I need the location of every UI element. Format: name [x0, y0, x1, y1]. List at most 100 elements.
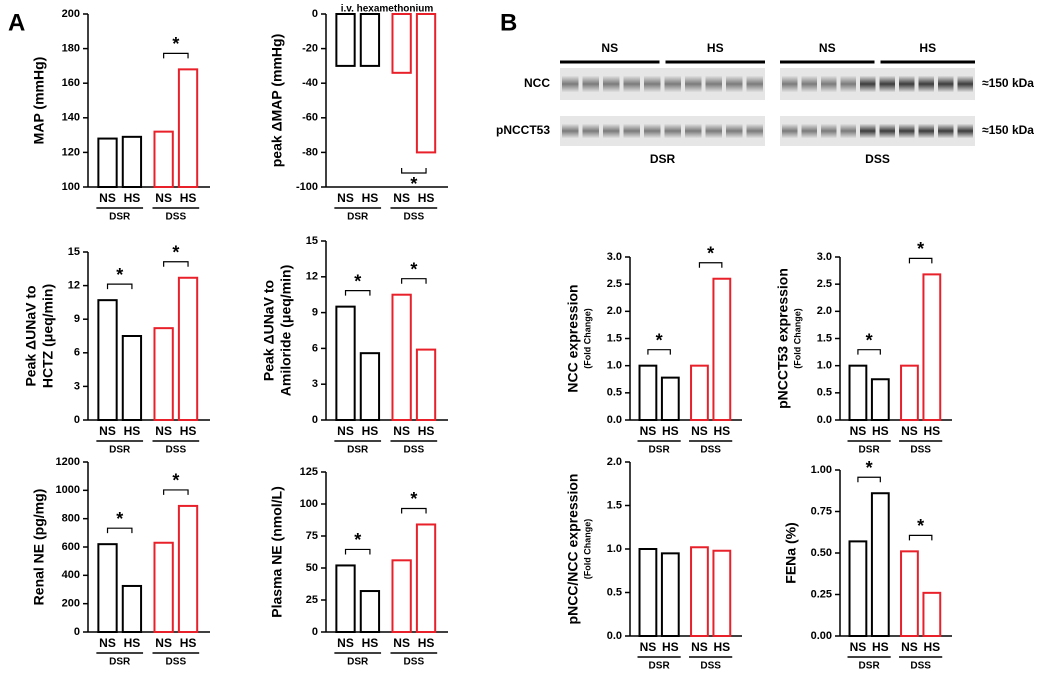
x-tick-label: HS	[180, 424, 197, 438]
group-label: DSR	[859, 661, 881, 672]
y-tick-label: 0.0	[817, 414, 832, 426]
group-label: DSR	[649, 445, 671, 456]
x-tick-label: HS	[924, 640, 941, 654]
x-tick-label: NS	[99, 636, 116, 650]
y-tick-label: 2.5	[607, 278, 622, 290]
y-tick-label: 0.75	[811, 505, 832, 517]
blot-band	[899, 76, 915, 92]
group-label: DSS	[166, 657, 187, 668]
bar	[153, 541, 174, 633]
y-tick-label: -60	[302, 112, 318, 124]
x-tick-label: HS	[418, 191, 435, 205]
x-tick-label: NS	[691, 640, 708, 654]
y-tick-label: 3.0	[607, 251, 622, 263]
y-axis-label: Peak ΔUNaV to	[261, 280, 277, 381]
significance-label: *	[410, 174, 417, 194]
group-label: DSR	[109, 445, 131, 456]
y-tick-label: 2.0	[817, 305, 832, 317]
y-tick-label: 9	[312, 307, 318, 319]
y-tick-label: 0.0	[607, 414, 622, 426]
y-tick-label: 0.5	[607, 586, 622, 598]
y-tick-label: -80	[302, 146, 318, 158]
y-tick-label: 0	[312, 414, 318, 426]
bar	[121, 135, 143, 188]
y-axis-label: pNCC/NCC expression	[565, 474, 581, 625]
x-tick-label: HS	[180, 636, 197, 650]
x-tick-label: NS	[393, 424, 410, 438]
y-tick-label: 0	[74, 414, 80, 426]
x-tick-label: NS	[640, 640, 657, 654]
blot-band	[644, 124, 661, 138]
significance-label: *	[172, 34, 179, 54]
significance-label: *	[707, 243, 714, 263]
y-tick-label: 0.5	[817, 387, 832, 399]
blot-band	[840, 124, 856, 138]
blot-band	[705, 124, 722, 138]
bar	[335, 13, 356, 67]
blot-group-label: HS	[919, 41, 936, 55]
significance-bracket	[106, 527, 133, 534]
y-tick-label: 2.0	[607, 305, 622, 317]
x-tick-label: NS	[337, 636, 354, 650]
blot-row-label: NCC	[524, 76, 550, 90]
y-tick-label: 0.0	[607, 630, 622, 642]
x-tick-label: HS	[872, 640, 889, 654]
y-axis-label: Plasma NE (nmol/L)	[269, 486, 285, 617]
y-tick-label: 1.0	[607, 360, 622, 372]
y-tick-label: 0.5	[607, 387, 622, 399]
blot-band	[582, 124, 599, 138]
y-tick-label: 6	[74, 347, 80, 359]
y-tick-label: 25	[306, 594, 318, 606]
y-tick-label: 120	[62, 146, 80, 158]
bar	[900, 550, 919, 638]
y-axis-label: FENa (%)	[783, 522, 799, 583]
bar	[922, 591, 942, 638]
x-tick-label: NS	[99, 424, 116, 438]
bar	[153, 130, 174, 188]
x-tick-label: HS	[714, 640, 731, 654]
x-tick-label: NS	[337, 424, 354, 438]
blot-band	[860, 76, 876, 92]
significance-bracket	[163, 261, 189, 267]
blot-band	[938, 76, 954, 92]
bar	[415, 348, 437, 421]
y-axis-sublabel: (Fold Change)	[582, 308, 592, 369]
blot-band	[644, 76, 661, 92]
x-tick-label: NS	[901, 424, 918, 438]
bar	[900, 364, 919, 421]
blot-band	[782, 76, 798, 92]
significance-bracket	[401, 278, 427, 284]
y-axis-label: Renal NE (pg/mg)	[31, 489, 47, 606]
y-tick-label: 2.0	[607, 456, 622, 468]
y-tick-label: 75	[306, 530, 318, 542]
significance-bracket	[401, 507, 427, 514]
bar	[97, 543, 118, 634]
significance-bracket	[647, 349, 671, 355]
bar	[415, 523, 437, 633]
group-label: DSR	[649, 661, 671, 672]
chart-title: i.v. hexamethonium	[341, 4, 434, 15]
y-tick-label: 0	[74, 626, 80, 638]
bar	[690, 364, 709, 421]
group-label: DSS	[910, 661, 931, 672]
significance-label: *	[354, 530, 361, 550]
blot-band	[623, 124, 640, 138]
blot-band	[582, 76, 599, 92]
group-label: DSS	[166, 212, 187, 223]
y-tick-label: 3.0	[817, 251, 832, 263]
x-tick-label: HS	[418, 424, 435, 438]
group-label: DSS	[166, 445, 187, 456]
y-tick-label: 0.50	[811, 547, 832, 559]
y-tick-label: 1.0	[817, 360, 832, 372]
significance-label: *	[917, 516, 924, 536]
y-tick-label: 180	[62, 43, 80, 55]
bar	[335, 305, 356, 421]
significance-bracket	[163, 52, 189, 59]
y-tick-label: 9	[74, 313, 80, 325]
blot-band	[801, 124, 817, 138]
y-axis-label: HCTZ (μeq/min)	[40, 284, 56, 388]
group-label: DSS	[700, 661, 721, 672]
group-label: DSS	[404, 212, 425, 223]
bar	[870, 378, 890, 421]
y-tick-label: -20	[302, 43, 318, 55]
